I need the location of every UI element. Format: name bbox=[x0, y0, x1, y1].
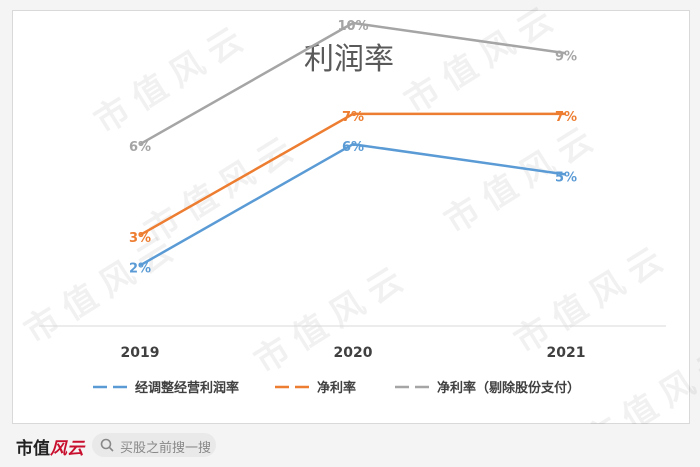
legend: 经调整经营利润率 净利率 净利率（剔除股份支付） bbox=[93, 380, 580, 396]
chart-title: 利润率 bbox=[304, 42, 394, 77]
brand-text: 市值 bbox=[16, 439, 50, 459]
series-layer: 2% 6% 5% 3% 7% 7% 6% 10% 9% bbox=[129, 19, 577, 276]
data-label: 9% bbox=[555, 49, 577, 64]
data-label: 7% bbox=[555, 110, 577, 125]
legend-label: 净利率（剔除股份支付） bbox=[437, 380, 580, 396]
x-tick-label: 2021 bbox=[547, 345, 586, 361]
series-line bbox=[139, 142, 567, 267]
data-label: 6% bbox=[342, 140, 364, 155]
search-icon bbox=[100, 438, 114, 452]
x-tick-labels: 2019 2020 2021 bbox=[121, 345, 586, 361]
data-label: 10% bbox=[337, 19, 368, 34]
series-line bbox=[139, 112, 566, 237]
search-placeholder: 买股之前搜一搜 bbox=[120, 441, 212, 456]
footer-bar: 市值风云 买股之前搜一搜 bbox=[0, 424, 700, 467]
x-tick-label: 2019 bbox=[121, 345, 160, 361]
search-box[interactable]: 买股之前搜一搜 bbox=[92, 433, 216, 457]
line-chart: 利润率 2% 6% 5% 3% 7% 7% 6% 10% 9% 2019 2020 2021 经调整… bbox=[39, 19, 666, 396]
data-label: 3% bbox=[129, 231, 151, 246]
brand-mark: 风云 bbox=[50, 439, 84, 459]
data-label: 2% bbox=[129, 261, 151, 276]
data-label: 5% bbox=[555, 171, 577, 186]
x-tick-label: 2020 bbox=[334, 345, 373, 361]
data-label: 7% bbox=[342, 110, 364, 125]
legend-label: 净利率 bbox=[317, 380, 356, 396]
series-line bbox=[139, 21, 567, 146]
data-label: 6% bbox=[129, 140, 151, 155]
brand-logo: 市值风云 bbox=[16, 434, 84, 459]
legend-label: 经调整经营利润率 bbox=[135, 380, 239, 396]
chart-card: 市值风云 市值风云 市值风云 市值风云 市值风云 市值风云 市值风云 市值风云 … bbox=[12, 0, 700, 462]
